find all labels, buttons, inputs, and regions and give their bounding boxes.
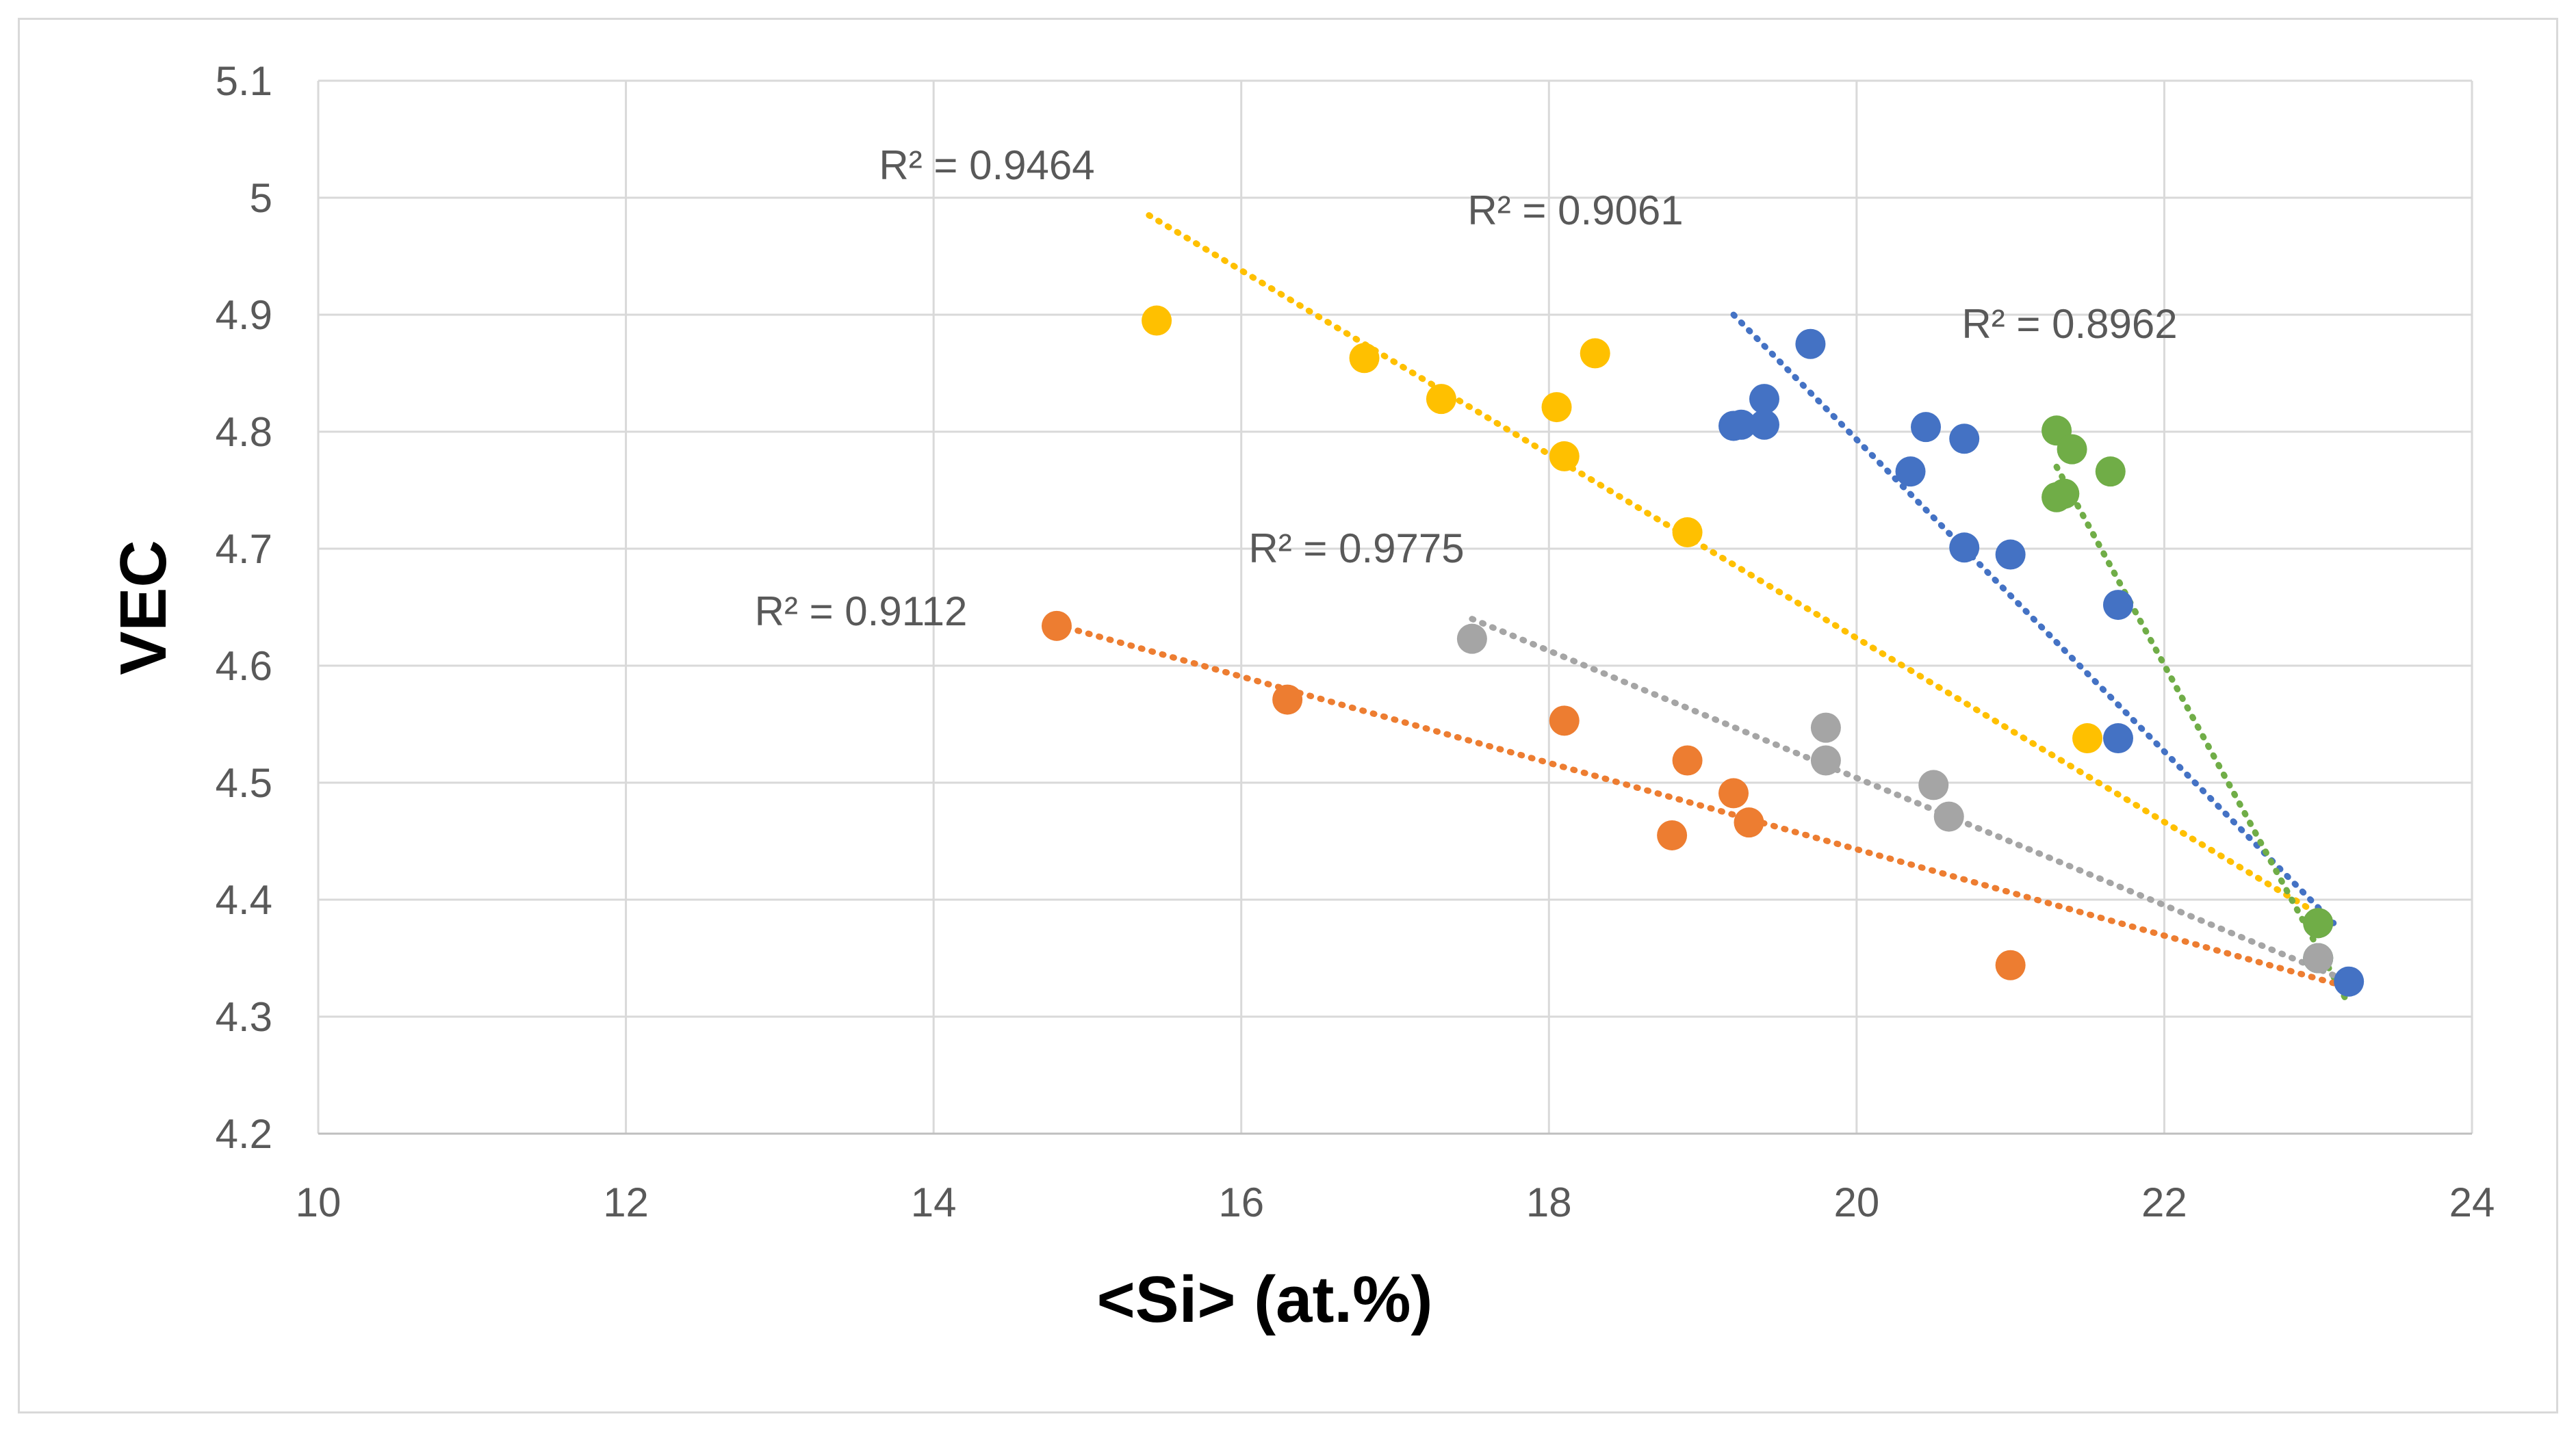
orange-data-point [1272, 684, 1303, 715]
yellow-data-point [1349, 343, 1380, 374]
trendlines [1053, 212, 2352, 1008]
x-tick-label: 24 [2449, 1179, 2495, 1225]
gray-r2-label: R² = 0.9775 [1248, 525, 1464, 571]
blue-data-point [1949, 532, 1980, 563]
green-data-point [2057, 434, 2087, 465]
orange-data-point [1041, 610, 1072, 641]
gray-trendline [1469, 616, 2352, 985]
gray-data-point [1933, 801, 1964, 832]
yellow-data-point [1672, 517, 1703, 548]
chart-frame [18, 18, 2558, 1413]
y-tick-label: 4.4 [216, 877, 272, 923]
y-axis-title: VEC [107, 540, 180, 675]
data-points [1041, 305, 2365, 997]
blue-data-point [1726, 409, 1757, 440]
r-squared-labels: R² = 0.9464 R² = 0.9061 R² = 0.8962 R² = 0.… [755, 142, 2178, 634]
blue-trendline [1730, 311, 2337, 926]
orange-r2-label: R² = 0.9112 [755, 588, 968, 634]
green-trendline [2053, 463, 2352, 1008]
y-tick-label: 5 [250, 175, 272, 221]
y-tick-label: 4.9 [216, 292, 272, 338]
blue-data-point [1749, 384, 1779, 415]
y-tick-label: 4.2 [216, 1111, 272, 1157]
yellow-data-point [2072, 723, 2103, 754]
blue-data-point [1995, 539, 2026, 570]
gray-data-point [1810, 745, 1841, 776]
yellow-trendline [1146, 212, 2337, 926]
blue-data-point [2102, 723, 2133, 754]
green-data-point [2303, 908, 2334, 939]
yellow-data-point [1549, 441, 1580, 471]
blue-data-point [1911, 412, 1942, 443]
x-tick-label: 14 [911, 1179, 957, 1225]
green-data-point [2049, 478, 2080, 509]
y-tick-label: 5.1 [216, 58, 272, 104]
y-tick-label: 4.6 [216, 643, 272, 689]
x-tick-label: 20 [1833, 1179, 1879, 1225]
yellow-data-point [1426, 384, 1456, 415]
y-tick-label: 4.8 [216, 409, 272, 455]
y-tick-label: 4.7 [216, 526, 272, 572]
blue-data-point [2102, 590, 2133, 621]
tick-labels: 10 12 14 16 18 20 22 24 4.2 4.3 4.4 4.5 4.6 4.7 4.8 4.9… [216, 58, 2495, 1225]
x-tick-label: 18 [1526, 1179, 1572, 1225]
orange-data-point [1672, 745, 1703, 776]
y-tick-label: 4.3 [216, 994, 272, 1040]
blue-data-point [1795, 328, 1826, 359]
x-tick-label: 10 [296, 1179, 342, 1225]
yellow-data-point [1142, 305, 1172, 336]
x-tick-label: 22 [2141, 1179, 2187, 1225]
yellow-data-point [1580, 338, 1610, 369]
orange-trendline [1053, 621, 2352, 991]
blue-data-point [1949, 423, 1980, 454]
orange-data-point [1995, 950, 2026, 980]
blue-data-point [1895, 456, 1926, 487]
y-tick-label: 4.5 [216, 760, 272, 806]
orange-data-point [1718, 778, 1749, 809]
gray-data-point [2303, 943, 2334, 974]
gray-data-point [1456, 623, 1487, 654]
x-axis-title: <Si> (at.%) [1097, 1263, 1433, 1336]
x-tick-label: 12 [603, 1179, 649, 1225]
orange-data-point [1734, 807, 1764, 838]
gray-data-point [1918, 770, 1949, 800]
yellow-data-point [1541, 392, 1572, 423]
blue-data-point [2334, 966, 2365, 997]
gridlines [317, 79, 2473, 1135]
yellow-r2-label: R² = 0.9464 [879, 142, 1094, 188]
orange-data-point [1549, 705, 1580, 736]
blue-data-point [1749, 409, 1779, 440]
green-r2-label: R² = 0.8962 [1961, 301, 2177, 347]
gray-data-point [1810, 712, 1841, 743]
x-tick-label: 16 [1218, 1179, 1264, 1225]
blue-r2-label: R² = 0.9061 [1467, 187, 1683, 233]
orange-data-point [1657, 820, 1688, 850]
green-data-point [2095, 456, 2126, 487]
